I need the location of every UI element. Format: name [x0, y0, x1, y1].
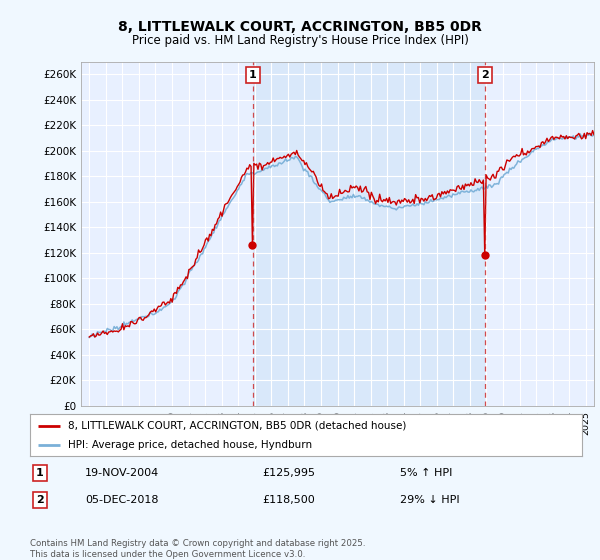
Text: 05-DEC-2018: 05-DEC-2018 — [85, 495, 158, 505]
Text: Contains HM Land Registry data © Crown copyright and database right 2025.
This d: Contains HM Land Registry data © Crown c… — [30, 539, 365, 559]
Text: 8, LITTLEWALK COURT, ACCRINGTON, BB5 0DR (detached house): 8, LITTLEWALK COURT, ACCRINGTON, BB5 0DR… — [68, 421, 406, 431]
Text: £118,500: £118,500 — [262, 495, 314, 505]
Text: HPI: Average price, detached house, Hyndburn: HPI: Average price, detached house, Hynd… — [68, 440, 311, 450]
Text: 1: 1 — [249, 70, 257, 80]
Bar — [253, 62, 485, 406]
Text: 1: 1 — [36, 468, 44, 478]
Text: 8, LITTLEWALK COURT, ACCRINGTON, BB5 0DR: 8, LITTLEWALK COURT, ACCRINGTON, BB5 0DR — [118, 20, 482, 34]
Text: 5% ↑ HPI: 5% ↑ HPI — [400, 468, 452, 478]
Text: £125,995: £125,995 — [262, 468, 315, 478]
Text: 19-NOV-2004: 19-NOV-2004 — [85, 468, 160, 478]
Text: 2: 2 — [481, 70, 489, 80]
Text: 29% ↓ HPI: 29% ↓ HPI — [400, 495, 460, 505]
Text: Price paid vs. HM Land Registry's House Price Index (HPI): Price paid vs. HM Land Registry's House … — [131, 34, 469, 46]
Text: 2: 2 — [36, 495, 44, 505]
